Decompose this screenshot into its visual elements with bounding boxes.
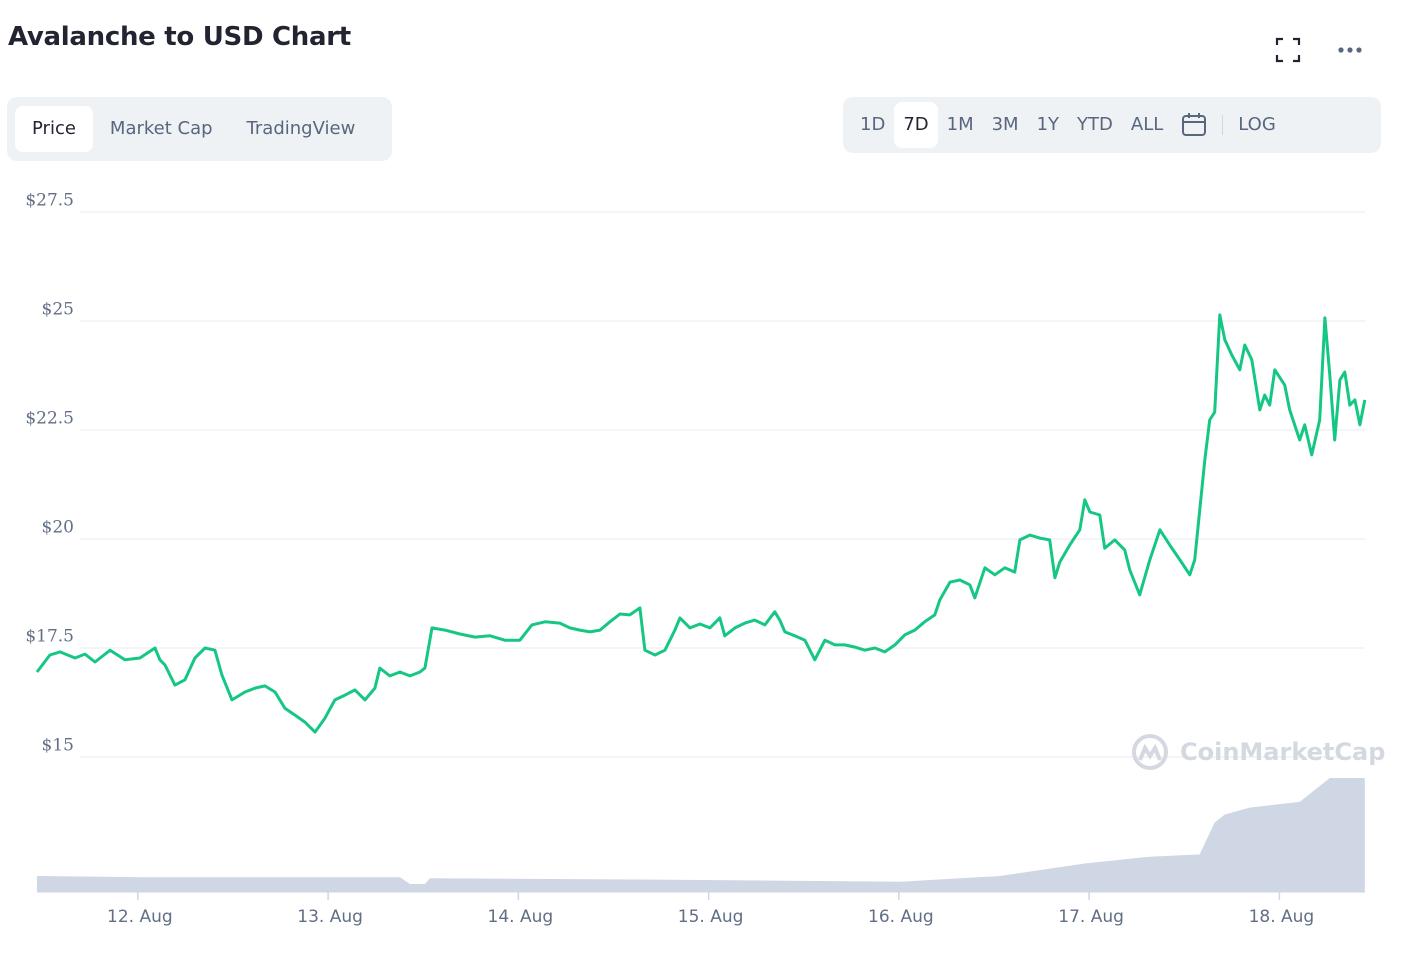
- range-button[interactable]: 1M: [946, 114, 974, 135]
- watermark: CoinMarketCap: [1180, 738, 1385, 766]
- fullscreen-glyph: [1275, 37, 1301, 63]
- calendar-icon: [1182, 113, 1207, 136]
- tab-group: Price Market Cap TradingView: [7, 97, 392, 161]
- x-tick-label: 13. Aug: [297, 907, 363, 927]
- range-group: 1D 7D 1M 3M 1Y YTD ALL LOG: [843, 97, 1381, 153]
- tab-button[interactable]: Price: [15, 106, 93, 152]
- separator: [1222, 115, 1224, 135]
- price-line: [35, 313, 1367, 734]
- x-tick-label: 15. Aug: [678, 907, 744, 927]
- y-tick-label: $27.5: [25, 191, 74, 211]
- watermark-logo: [1132, 734, 1168, 770]
- fullscreen-icon[interactable]: [1274, 36, 1302, 64]
- range-button[interactable]: YTD: [1077, 114, 1113, 135]
- y-tick-label: $25: [42, 300, 74, 320]
- more-icon[interactable]: [1336, 40, 1364, 60]
- log-button[interactable]: LOG: [1238, 114, 1276, 135]
- x-tick-label: 14. Aug: [488, 907, 554, 927]
- x-tick-label: 17. Aug: [1058, 907, 1124, 927]
- range-button[interactable]: 1Y: [1036, 114, 1060, 135]
- y-tick-label: $22.5: [25, 409, 74, 429]
- y-tick-label: $20: [42, 518, 74, 538]
- range-button[interactable]: ALL: [1130, 114, 1164, 135]
- tab-button[interactable]: TradingView: [246, 118, 356, 139]
- calendar-button[interactable]: [1172, 102, 1216, 148]
- dot: [1356, 47, 1362, 53]
- y-tick-label: $17.5: [25, 627, 74, 647]
- range-button[interactable]: 3M: [991, 114, 1019, 135]
- dot: [1338, 47, 1344, 53]
- x-tick-label: 12. Aug: [107, 907, 173, 927]
- range-button[interactable]: 7D: [894, 102, 938, 148]
- range-button[interactable]: 1D: [860, 114, 886, 135]
- volume-area: [37, 778, 1365, 892]
- tab-button[interactable]: Market Cap: [109, 118, 213, 139]
- dot: [1347, 47, 1353, 53]
- x-tick-label: 16. Aug: [868, 907, 934, 927]
- chart-title: Avalanche to USD Chart: [8, 22, 351, 52]
- y-tick-label: $15: [42, 736, 74, 756]
- x-tick-label: 18. Aug: [1249, 907, 1315, 927]
